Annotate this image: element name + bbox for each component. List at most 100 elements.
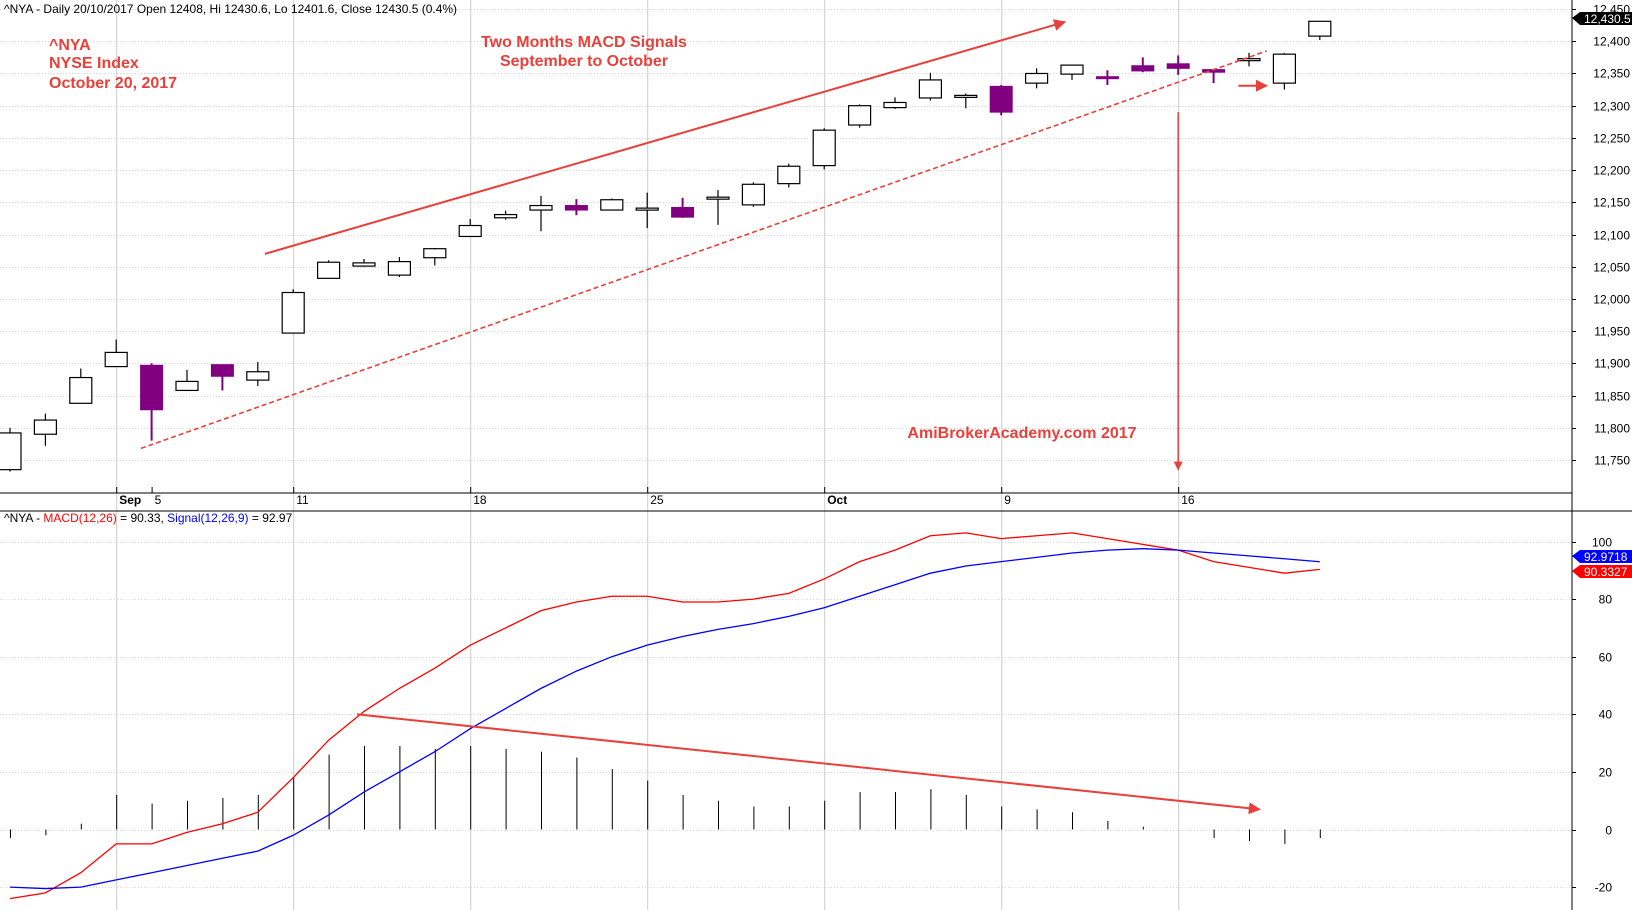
candle-body	[0, 432, 22, 471]
price-tick-label: 12,000	[1593, 293, 1630, 307]
price-tick-label: 12,300	[1593, 100, 1630, 114]
price-trendline-dashed	[140, 50, 1267, 450]
candle-body	[741, 183, 766, 206]
annotation-index-name: NYSE Index	[49, 55, 139, 72]
annotation-title-line2: September to October	[500, 53, 668, 70]
price-tick-label: 12,200	[1593, 164, 1630, 178]
candle-body	[1060, 64, 1084, 75]
candle-body	[494, 213, 518, 219]
signal-line	[9, 548, 1320, 890]
x-axis-label: 9	[1004, 493, 1011, 507]
price-tick-label: 11,950	[1594, 325, 1630, 339]
macd-header-prefix: ^NYA -	[4, 511, 43, 525]
macd-tick-label: 80	[1599, 593, 1613, 607]
candle-body	[246, 371, 270, 381]
candle	[812, 128, 836, 170]
signal-legend-label: Signal(12,26,9)	[167, 511, 248, 525]
candle	[69, 368, 93, 404]
price-last-tag: 12,430.5	[1572, 12, 1632, 26]
candle-body	[706, 196, 730, 200]
price-tick-label: 11,800	[1594, 422, 1630, 436]
candle-body	[564, 205, 588, 211]
price-tick-label: 12,100	[1593, 229, 1630, 243]
candle	[33, 413, 58, 446]
candle-body	[812, 129, 836, 167]
candle	[1166, 55, 1190, 75]
x-axis-label: Oct	[827, 493, 847, 507]
candle	[352, 259, 376, 267]
candle	[494, 210, 518, 220]
candle	[918, 72, 943, 101]
candle-body	[1166, 63, 1190, 69]
candle	[847, 104, 872, 128]
candle	[1024, 68, 1049, 89]
candle	[706, 190, 730, 225]
candle-body	[69, 376, 93, 404]
price-tick-label: 12,250	[1593, 132, 1630, 146]
x-axis-label: 5	[155, 493, 162, 507]
candle	[1308, 20, 1332, 40]
watermark: AmiBrokerAcademy.com 2017	[907, 425, 1136, 442]
macd-tick-label: 20	[1599, 766, 1613, 780]
candle-body	[317, 261, 341, 279]
candle-body	[1272, 53, 1297, 84]
annotation-title-line1: Two Months MACD Signals	[481, 34, 687, 51]
price-trendline-solid	[264, 19, 1067, 255]
candle	[883, 97, 907, 109]
price-tick-label: 12,350	[1593, 67, 1630, 81]
candle-body	[777, 165, 801, 185]
candle	[989, 85, 1013, 116]
candle	[423, 248, 447, 266]
candle	[1060, 64, 1084, 80]
candle-body	[33, 419, 58, 435]
macd-line	[9, 532, 1320, 900]
macd-legend-label: MACD(12,26)	[43, 511, 116, 525]
price-last-tag-text: 12,430.5	[1584, 12, 1631, 26]
candle	[458, 219, 482, 238]
candle-body	[423, 248, 447, 259]
x-axis-label: 18	[473, 493, 487, 507]
candle	[246, 362, 270, 386]
candle	[1131, 57, 1155, 73]
candle	[175, 369, 199, 392]
price-tick-label: 11,750	[1594, 454, 1630, 468]
macd-tick-label: -20	[1595, 881, 1613, 895]
candle	[741, 182, 766, 207]
annotation-ticker: ^NYA	[49, 37, 91, 54]
signal-legend-value: = 92.97	[249, 511, 293, 525]
macd-panel	[9, 532, 1321, 900]
candle-body	[387, 260, 411, 276]
signal-last-tag-text: 92.9718	[1584, 550, 1628, 564]
candle-body	[847, 105, 872, 126]
candle-body	[1024, 72, 1049, 84]
macd-last-tag: 90.3327	[1572, 565, 1632, 579]
candle-body	[175, 380, 199, 392]
candle	[140, 363, 164, 441]
candle-body	[458, 224, 482, 238]
candle	[210, 364, 234, 391]
candle-body	[140, 364, 164, 411]
candle-body	[210, 364, 234, 377]
candle-body	[954, 94, 978, 98]
candle-body	[600, 199, 624, 211]
candle	[104, 339, 128, 368]
candle-body	[1131, 65, 1155, 72]
candle-body	[883, 101, 907, 109]
candle	[1237, 52, 1261, 67]
candle-body	[1308, 20, 1332, 37]
candle	[671, 197, 695, 218]
candle	[317, 260, 341, 279]
candle	[529, 195, 553, 232]
macd-header: ^NYA - MACD(12,26) = 90.33, Signal(12,26…	[4, 511, 293, 525]
price-header: ^NYA - Daily 20/10/2017 Open 12408, Hi 1…	[4, 2, 457, 16]
candle	[635, 192, 659, 229]
candle-body	[281, 291, 305, 334]
annotation-date: October 20, 2017	[49, 75, 177, 92]
price-panel	[0, 19, 1332, 472]
candle-body	[529, 204, 553, 211]
macd-tick-label: 60	[1599, 651, 1613, 665]
candle	[0, 427, 22, 472]
candle-body	[918, 79, 943, 99]
